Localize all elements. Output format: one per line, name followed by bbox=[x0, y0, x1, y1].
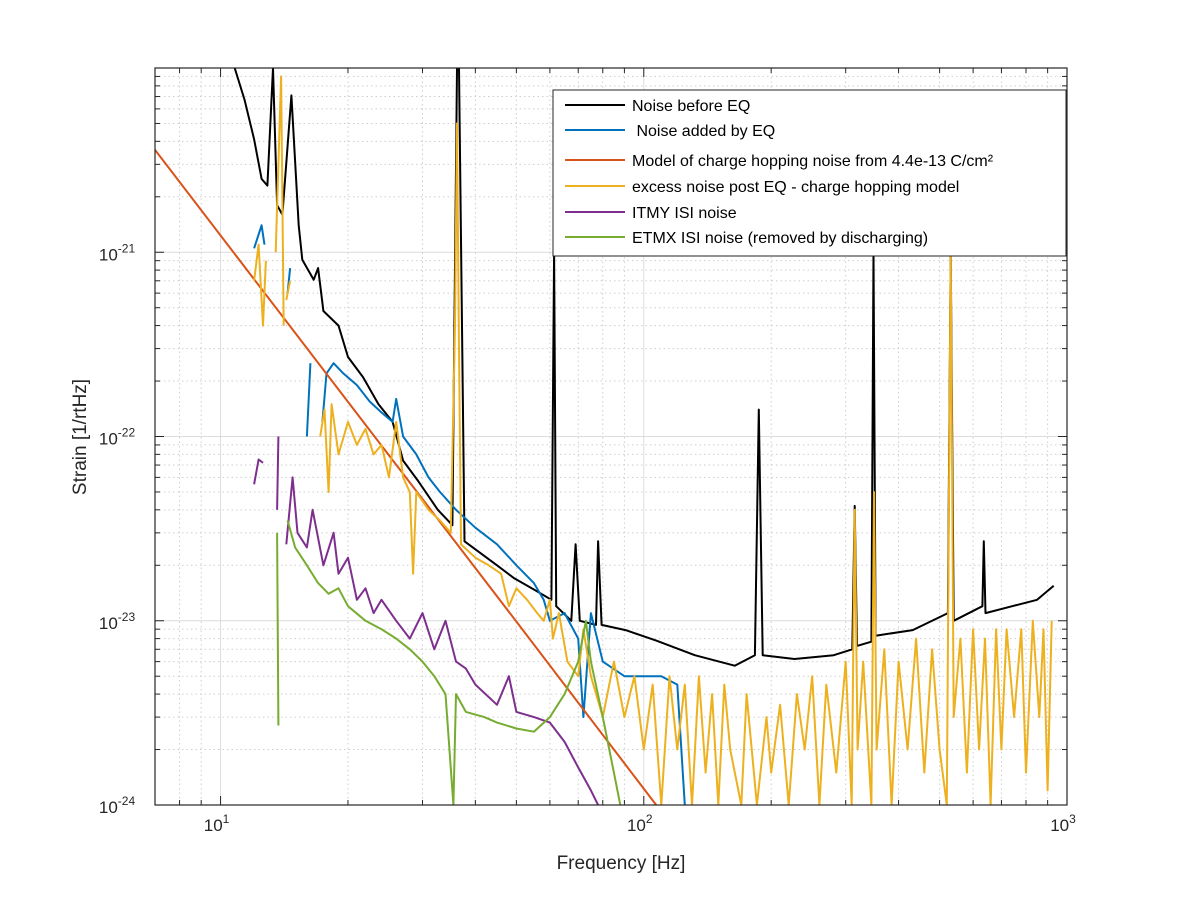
series-line-3 bbox=[253, 75, 1053, 805]
x-tick-label: 103 bbox=[1050, 812, 1076, 835]
x-tick-label-base: 10 bbox=[204, 816, 223, 835]
series-line-2 bbox=[155, 149, 657, 805]
legend-entry-label: Model of charge hopping noise from 4.4e-… bbox=[632, 153, 994, 170]
x-tick-label-base: 10 bbox=[627, 816, 646, 835]
x-tick-label-exponent: 2 bbox=[646, 812, 653, 826]
legend-entry-label: ETMX ISI noise (removed by discharging) bbox=[632, 230, 928, 247]
y-tick-label: 10-24 bbox=[99, 794, 136, 817]
legend-entry-label: ITMY ISI noise bbox=[632, 205, 737, 222]
legend: Noise before EQ Noise added by EQ Model o… bbox=[552, 89, 1067, 257]
x-tick-label-base: 10 bbox=[1050, 816, 1069, 835]
x-tick-label-exponent: 3 bbox=[1069, 812, 1076, 826]
legend-entry-label: excess noise post EQ - charge hopping mo… bbox=[632, 179, 959, 196]
y-tick-label: 10-23 bbox=[99, 610, 136, 633]
y-tick-label-base: 10 bbox=[99, 245, 118, 264]
y-tick-label-exponent: -22 bbox=[118, 426, 136, 440]
series-line-0 bbox=[233, 68, 1055, 667]
x-tick-label: 102 bbox=[627, 812, 653, 835]
y-axis-label: Strain [1/rtHz] bbox=[70, 379, 91, 495]
legend-box bbox=[552, 89, 1067, 257]
series-line-4 bbox=[253, 436, 599, 805]
y-tick-label-base: 10 bbox=[99, 798, 118, 817]
plot-box bbox=[154, 67, 1068, 806]
x-tick-label-exponent: 1 bbox=[223, 812, 230, 826]
y-tick-label: 10-21 bbox=[99, 241, 136, 264]
x-tick-label: 101 bbox=[204, 812, 230, 835]
y-tick-label: 10-22 bbox=[99, 426, 136, 449]
y-tick-label-base: 10 bbox=[99, 430, 118, 449]
series-group bbox=[155, 68, 1055, 805]
series-line-1 bbox=[253, 224, 686, 805]
y-tick-label-exponent: -21 bbox=[118, 241, 136, 255]
series-line-5 bbox=[276, 520, 622, 805]
y-tick-label-exponent: -23 bbox=[118, 610, 136, 624]
legend-entry-label: Noise added by EQ bbox=[632, 123, 775, 140]
x-axis-label: Frequency [Hz] bbox=[557, 853, 686, 874]
legend-entry-label: Noise before EQ bbox=[632, 98, 750, 115]
y-tick-label-base: 10 bbox=[99, 614, 118, 633]
y-tick-label-exponent: -24 bbox=[118, 794, 136, 808]
